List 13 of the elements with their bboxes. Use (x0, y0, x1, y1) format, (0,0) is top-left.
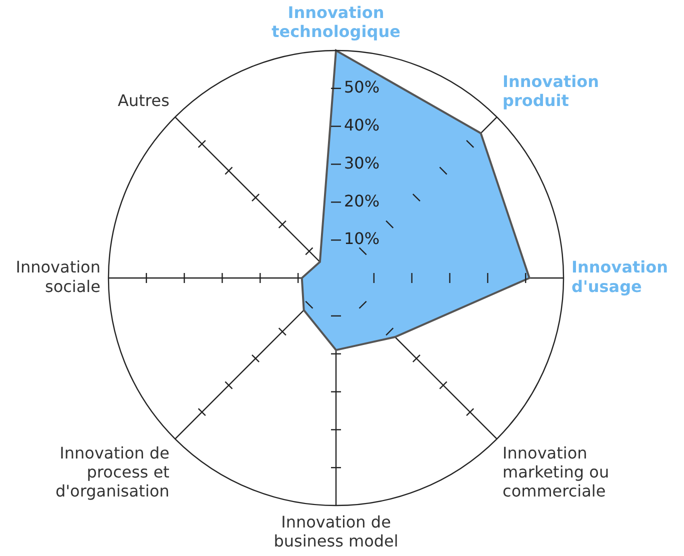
spoke-label: Innovation produit (502, 72, 600, 110)
spoke-label: Innovation de process et d'organisation (55, 443, 170, 501)
spoke-label: Innovation de business model (274, 512, 398, 550)
spoke-label: Innovation sociale (16, 258, 100, 296)
y-tick-label: 10% (344, 229, 380, 248)
y-tick-label: 30% (344, 153, 380, 172)
y-tick-label: 50% (344, 78, 380, 97)
y-tick-label: 20% (344, 191, 380, 210)
spoke-label: Autres (118, 91, 170, 110)
spoke-label: Innovation d'usage (572, 258, 668, 296)
spoke-label: Innovation technologique (272, 2, 401, 42)
y-tick-label: 40% (344, 115, 380, 134)
spoke-label: Innovation marketing ou commerciale (502, 443, 610, 501)
